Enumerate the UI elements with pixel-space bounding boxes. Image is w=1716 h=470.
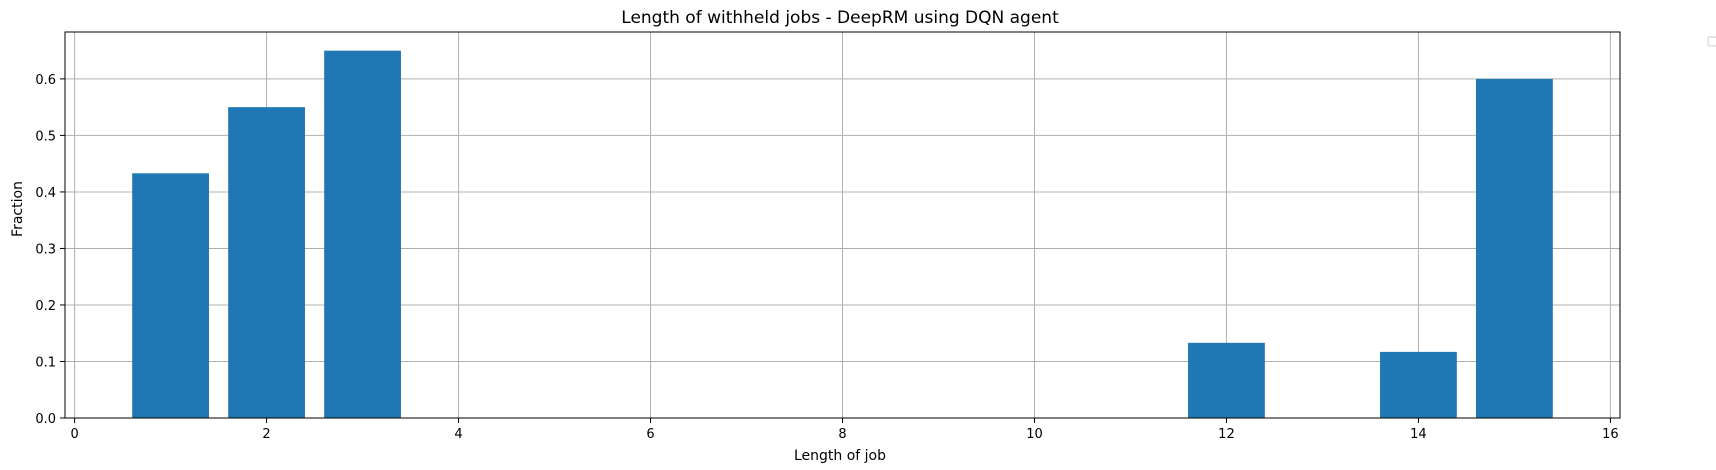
- bar: [1380, 351, 1457, 418]
- x-tick-label: 8: [838, 427, 846, 442]
- x-tick-label: 2: [262, 427, 270, 442]
- bar: [1188, 342, 1265, 418]
- x-tick-label: 16: [1602, 427, 1619, 442]
- y-tick-label: 0.2: [35, 299, 56, 314]
- x-tick-label: 10: [1026, 427, 1043, 442]
- x-tick-label: 0: [70, 427, 78, 442]
- bar: [1476, 78, 1553, 418]
- chart-title: Length of withheld jobs - DeepRM using D…: [621, 8, 1059, 28]
- x-tick-label: 6: [646, 427, 654, 442]
- bar: [132, 173, 209, 418]
- ticks: 0 2 4 6 8 10 12 14 16 0.0 0.1 0.2 0.3 0.4 0.5 0.6: [35, 73, 1618, 442]
- x-tick-label: 14: [1410, 427, 1427, 442]
- x-tick-label: 4: [454, 427, 462, 442]
- x-tick-label: 12: [1218, 427, 1235, 442]
- y-tick-label: 0.0: [35, 412, 56, 427]
- y-tick-label: 0.3: [35, 242, 56, 257]
- y-tick-label: 0.1: [35, 355, 56, 370]
- y-tick-label: 0.4: [35, 186, 56, 201]
- x-axis-label: Length of job: [794, 448, 886, 464]
- y-tick-label: 0.5: [35, 129, 56, 144]
- bar: [228, 107, 305, 419]
- legend: [1707, 36, 1716, 47]
- legend-box: [1707, 36, 1716, 47]
- y-tick-label: 0.6: [35, 73, 56, 88]
- bar: [324, 50, 401, 418]
- bars: [132, 50, 1553, 419]
- y-axis-label: Fraction: [10, 181, 26, 237]
